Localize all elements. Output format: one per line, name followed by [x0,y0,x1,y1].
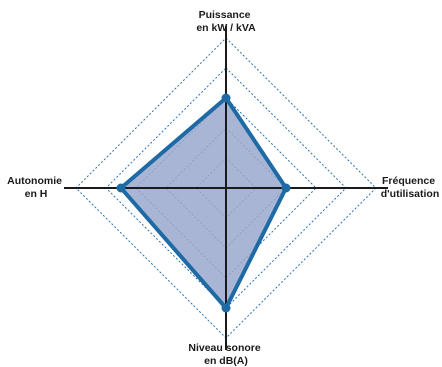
axis-label-power: Puissance en kW / kVA [196,9,256,34]
radar-area [121,98,286,308]
radar-axes [64,26,388,350]
axis-label-usage: Fréquence d'utilisation [381,175,440,200]
point-power [221,93,231,103]
axis-label-noise: Niveau sonore en dB(A) [188,342,263,367]
grid-ring-4 [105,67,347,309]
series-area [121,98,286,308]
axis-label-autonomy: Autonomie en H [7,175,65,200]
point-autonomy [116,183,126,193]
radar-points [116,93,291,313]
point-noise [221,303,231,313]
point-usage [281,183,291,193]
